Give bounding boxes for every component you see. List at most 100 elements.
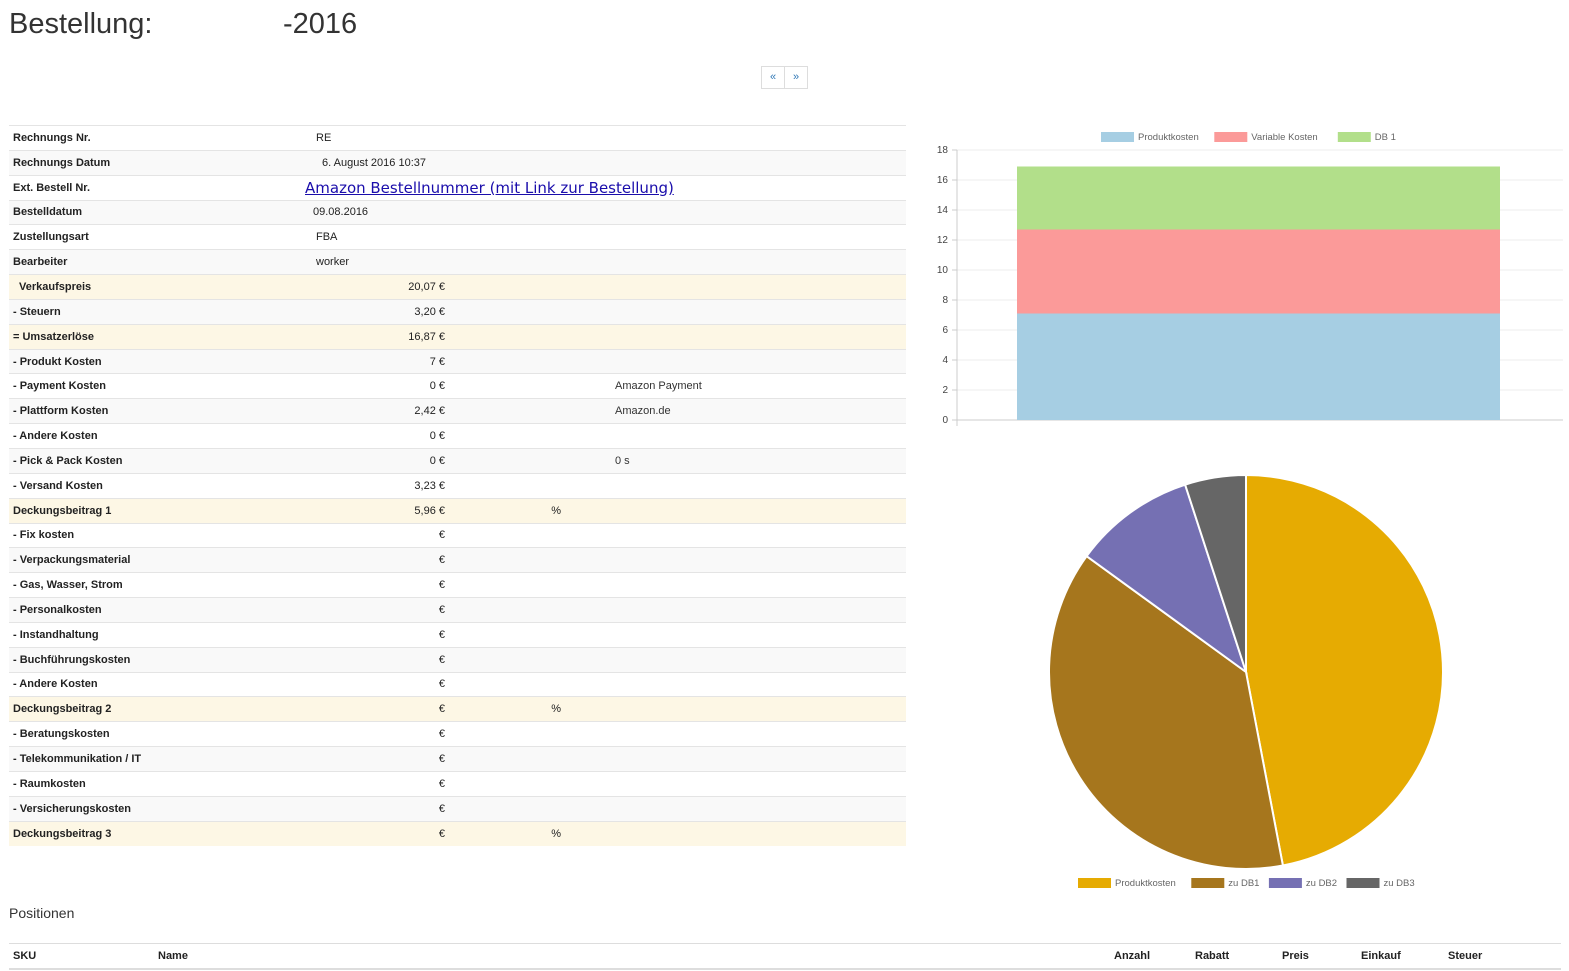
cost-value: € (301, 696, 453, 722)
legend-label: zu DB2 (1306, 878, 1337, 889)
prev-page-button[interactable]: « (761, 66, 785, 89)
column-header[interactable]: Einkauf (1357, 943, 1444, 970)
pie-slice (1048, 554, 1285, 870)
cost-row: - Steuern 3,20 € (9, 298, 906, 325)
cost-percent (453, 746, 611, 772)
cost-note (611, 298, 906, 325)
cost-label: Deckungsbeitrag 3 (9, 820, 301, 846)
cost-value: € (301, 621, 453, 648)
next-page-button[interactable]: » (784, 66, 808, 89)
cost-note (611, 820, 906, 846)
bar-segment (1017, 313, 1500, 420)
legend-swatch (1101, 132, 1134, 142)
cost-note (611, 348, 906, 374)
ext-order-link[interactable]: Amazon Bestellnummer (mit Link zur Beste… (305, 178, 674, 197)
cost-percent (453, 447, 611, 474)
cost-row: - Plattform Kosten 2,42 € Amazon.de (9, 398, 906, 424)
cost-row: Deckungsbeitrag 2 €% (9, 696, 906, 722)
cost-row: - Versicherungskosten € (9, 795, 906, 822)
legend-swatch (1191, 878, 1225, 888)
order-date-label: Bestelldatum (9, 199, 301, 225)
table-row: Zustellungsart FBA (9, 224, 906, 250)
ext-order-label: Ext. Bestell Nr. (9, 174, 301, 201)
y-tick-label: 18 (937, 145, 949, 156)
legend-label: Produktkosten (1115, 878, 1176, 889)
cost-note (611, 597, 906, 623)
shipping-value: FBA (301, 224, 906, 250)
column-header[interactable]: Rabatt (1191, 943, 1278, 970)
editor-value: worker (301, 249, 906, 275)
cost-value: € (301, 572, 453, 598)
column-header[interactable]: Name (154, 943, 1110, 970)
legend-swatch (1214, 132, 1248, 142)
cost-row: = Umsatzerlöse 16,87 € (9, 323, 906, 350)
column-header[interactable]: Steuer (1444, 943, 1561, 970)
cost-value: € (301, 721, 453, 747)
cost-note: Amazon Payment (611, 373, 906, 399)
table-row: Bestelldatum 09.08.2016 (9, 199, 906, 225)
cost-note: 0 s (611, 447, 906, 474)
editor-label: Bearbeiter (9, 249, 301, 275)
cost-note (611, 621, 906, 648)
table-row: Rechnungs Datum 6. August 2016 10:37 (9, 149, 906, 176)
y-tick-label: 6 (942, 325, 948, 336)
cost-note (611, 671, 906, 697)
cost-note (611, 323, 906, 350)
cost-percent (453, 522, 611, 548)
cost-row: - Gas, Wasser, Strom € (9, 572, 906, 598)
legend-swatch (1346, 878, 1380, 888)
cost-note (611, 572, 906, 598)
bar-segment (1017, 166, 1500, 230)
cost-row: - Produkt Kosten 7 € (9, 348, 906, 374)
cost-row: - Telekommunikation / IT € (9, 746, 906, 772)
legend-label: Variable Kosten (1251, 132, 1317, 143)
pie-chart: Produktkosten zu DB1 zu DB2 zu DB3 (1048, 473, 1444, 889)
cost-value: 20,07 € (301, 274, 453, 300)
cost-row: - Fix kosten € (9, 522, 906, 548)
y-tick-label: 0 (942, 415, 948, 426)
column-header[interactable]: Anzahl (1110, 943, 1191, 970)
cost-label: - Instandhaltung (9, 621, 301, 648)
invoice-no-label: Rechnungs Nr. (9, 125, 301, 151)
order-number: -2016 (283, 8, 358, 40)
cost-value: € (301, 795, 453, 822)
cost-percent (453, 298, 611, 325)
cost-note (611, 497, 906, 523)
legend-label: Produktkosten (1138, 132, 1199, 143)
cost-percent (453, 646, 611, 673)
cost-value: € (301, 770, 453, 797)
cost-value: 2,42 € (301, 398, 453, 424)
cost-value: € (301, 671, 453, 697)
cost-row: - Versand Kosten 3,23 € (9, 472, 906, 499)
column-header[interactable]: Preis (1278, 943, 1357, 970)
cost-row: - Verpackungsmaterial € (9, 547, 906, 573)
cost-row: Deckungsbeitrag 3 €% (9, 820, 906, 846)
cost-value: € (301, 820, 453, 846)
cost-percent: % (453, 497, 611, 523)
legend-swatch (1078, 878, 1111, 888)
page-title-label: Bestellung: (9, 8, 153, 40)
pie-slice (1245, 473, 1444, 867)
cost-value: € (301, 522, 453, 548)
cost-label: Verkaufspreis (9, 274, 301, 300)
pager: « » (761, 66, 808, 89)
cost-note (611, 522, 906, 548)
cost-row: - Beratungskosten € (9, 721, 906, 747)
column-header[interactable]: SKU (9, 943, 154, 970)
order-details-table: Rechnungs Nr. RE Rechnungs Datum 6. Augu… (9, 125, 906, 846)
cost-value: € (301, 547, 453, 573)
pie-chart-slices (1048, 473, 1444, 870)
bar-segment (1017, 229, 1500, 314)
cost-value: 16,87 € (301, 323, 453, 350)
cost-row: - Buchführungskosten € (9, 646, 906, 673)
cost-label: - Andere Kosten (9, 423, 301, 449)
cost-percent (453, 770, 611, 797)
cost-label: - Raumkosten (9, 770, 301, 797)
cost-value: € (301, 746, 453, 772)
cost-percent (453, 547, 611, 573)
cost-note (611, 746, 906, 772)
cost-note (611, 696, 906, 722)
cost-note (611, 547, 906, 573)
pie-slice (1085, 483, 1248, 675)
table-row: Bearbeiter worker (9, 249, 906, 275)
